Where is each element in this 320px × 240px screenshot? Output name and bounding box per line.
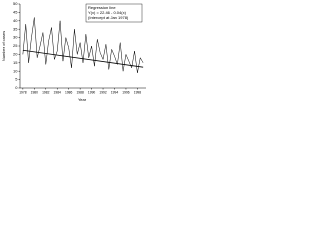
x-tick-label: 1990 [88, 90, 96, 94]
y-tick-label: 30 [13, 35, 18, 40]
x-tick-label: 1980 [31, 90, 39, 94]
legend-equation: Y(x) = 22.46 - 0.04(x) [88, 10, 127, 15]
y-axis-label: Number of cases [1, 31, 6, 61]
x-tick-label: 1978 [19, 90, 27, 94]
x-tick-label: 1988 [76, 90, 84, 94]
x-tick-label: 1986 [65, 90, 73, 94]
legend-entry: Regression line [88, 5, 116, 10]
x-tick-label: 1982 [42, 90, 50, 94]
chart: Number of cases Year Regression line Y(x… [1, 1, 146, 102]
y-tick-label: 15 [13, 60, 18, 65]
x-tick-label: 1992 [99, 90, 107, 94]
x-axis-label: Year [78, 97, 87, 102]
y-tick-label: 5 [15, 77, 18, 82]
y-tick-label: 50 [13, 1, 18, 6]
y-tick-label: 40 [13, 18, 18, 23]
data-line [22, 17, 144, 73]
x-tick-label: 1998 [134, 90, 142, 94]
regression-line [22, 49, 144, 68]
y-tick-label: 35 [13, 26, 18, 31]
legend-box [85, 3, 143, 23]
y-tick-label: 10 [13, 68, 18, 73]
y-tick-label: 45 [13, 9, 18, 14]
legend-note: (Intercept at Jan 1978) [88, 15, 129, 20]
y-tick-label: 25 [13, 43, 18, 48]
x-tick-label: 1984 [54, 90, 62, 94]
y-tick-label: 20 [13, 51, 18, 56]
x-tick-label: 1994 [111, 90, 119, 94]
y-tick-label: 0 [15, 85, 18, 90]
x-tick-label: 1996 [122, 90, 130, 94]
